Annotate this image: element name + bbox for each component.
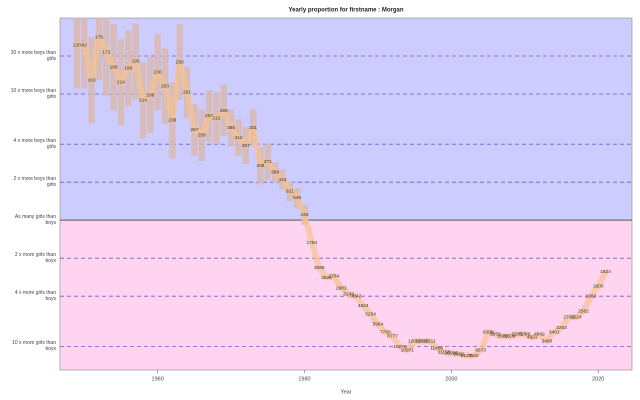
count-label: 238 [168,117,176,123]
count-label: 198 [124,65,132,71]
count-label: 10971 [401,348,415,354]
count-label: 169 [110,64,118,70]
count-label: 4624 [358,303,369,309]
y-tick-label: 10 x more girls than boys [12,340,56,353]
count-label: 443 [278,177,286,183]
count-label: 346 [256,163,264,169]
count-label: 281 [183,90,191,96]
y-tick-label: 2 x more boys than girls [13,176,56,189]
count-label: 298 [220,108,228,114]
count-label: 3460 [541,338,552,344]
count-label: 267 [190,127,198,133]
count-label: 10905 [445,351,459,357]
count-label: 230 [154,69,162,75]
chart-title: Yearly proportion for firstname : Morgan [288,8,403,14]
count-label: 446 [301,212,309,218]
count-label: 5066 [519,331,530,337]
count-label: 5506 [505,334,516,340]
y-tick-label: 2 x more girls than boys [14,252,56,265]
count-label: 82 [82,43,88,49]
count-label: 175 [95,34,103,40]
count-label: 8777 [387,334,398,340]
count-label: 3842 [351,293,362,299]
count-label: 5380 [497,334,508,340]
x-axis-label: Year [340,389,351,395]
count-label: 9990 [453,351,464,357]
count-label: 371 [264,159,272,165]
count-label: 2582 [578,308,589,314]
count-label: 287 [242,143,250,149]
count-label: 120 [73,43,81,49]
count-label: 208 [146,92,154,98]
count-label: 1900 [593,283,604,289]
error-box [73,18,81,89]
trend-line [73,34,609,359]
count-label: 1824 [600,269,611,275]
count-label: 11150 [438,349,451,355]
y-tick-label: As many girls than boys [14,214,56,227]
x-tick-label: 2020 [592,376,604,382]
count-label: 11885 [416,338,429,344]
count-label: 257 [205,113,213,119]
count-label: 172 [102,50,110,56]
count-label: 10276 [393,344,407,350]
count-label: 5254 [365,311,376,317]
count-label: 250 [176,59,184,65]
count-label: 3401 [549,329,560,335]
count-label: 163 [88,77,96,83]
count-label: 5871 [490,331,501,337]
x-tick-label: 2000 [445,376,457,382]
count-label: 2983 [336,285,347,291]
count-label: 621 [286,188,294,194]
count-label: 3143 [343,291,354,297]
y-tick-label: 10 x more boys than girls [10,87,56,100]
count-label: 7790 [380,329,391,335]
count-label: 258 [198,133,206,139]
count-label: 1784 [307,240,318,246]
plot-frame [59,17,633,371]
count-label: 1962 [586,293,597,299]
count-label: 6308 [483,329,494,335]
count-label: 4921 [527,335,538,341]
count-label: 11480 [430,345,443,351]
count-label: 2743 [564,315,575,321]
y-tick-label: 20 x more boys than girls [10,49,56,62]
count-label: 4642 [534,331,545,337]
count-label: 5281 [512,331,523,337]
count-label: 212 [212,116,220,122]
count-label: 11511 [423,338,436,344]
count-label: 214 [117,79,125,85]
x-tick-label: 1960 [152,376,164,382]
count-label: 2526 [321,275,332,281]
count-label: 301 [249,125,257,131]
count-label: 214 [139,98,147,104]
count-label: 203 [161,84,169,90]
count-label: 3263 [556,325,567,331]
count-label: 12058 [408,338,422,344]
count-label: 5964 [373,321,384,327]
count-label: 8143 [461,353,472,359]
count-label: 385 [227,125,235,131]
y-tick-label: 4 x more boys than girls [13,138,56,151]
count-label: 2624 [571,315,582,321]
count-label: 388 [271,169,279,175]
count-label: 7562 [468,353,479,359]
count-label: 6673 [475,348,486,354]
count-label: 546 [293,195,301,201]
count-label: 412 [234,135,242,141]
x-tick-label: 1980 [298,376,310,382]
y-tick-label: 4 x more girls than boys [14,290,56,303]
count-label: 2764 [329,273,340,279]
count-label: 195 [132,58,140,64]
count-label: 2585 [314,265,325,271]
